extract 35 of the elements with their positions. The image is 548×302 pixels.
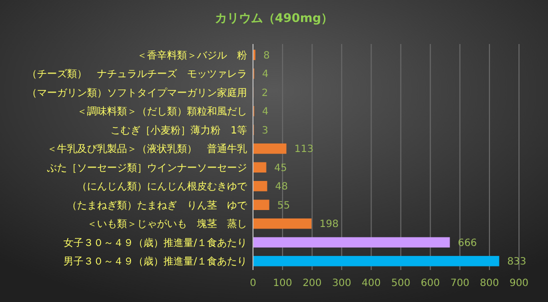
y-tick-label: （たまねぎ類）たまねぎ りん茎 ゆで	[67, 199, 248, 212]
x-tick-label: 400	[362, 278, 381, 289]
y-tick-label: ぶた［ソーセージ類］ウインナーソーセージ	[47, 162, 247, 174]
data-label: 833	[507, 256, 526, 268]
y-tick-label: （チーズ類） ナチュラルチーズ モッツァレラ	[27, 68, 247, 80]
data-label: 2	[262, 88, 268, 99]
x-tick-label: 300	[332, 278, 352, 289]
y-tick-label: ＜牛乳及び乳製品＞（液状乳類） 普通牛乳	[47, 143, 247, 156]
x-tick-label: 600	[420, 278, 440, 289]
y-tick-label: （にんじん類）にんじん根皮むきゆで	[77, 180, 248, 193]
y-tick-label: こむぎ［小麦粉］薄力粉 1等	[110, 124, 247, 136]
data-label: 55	[277, 200, 290, 212]
data-label: 113	[294, 144, 314, 156]
data-label: 3	[262, 125, 268, 136]
y-tick-label: ＜いも類＞じゃがいも 塊茎 蒸し	[87, 218, 247, 230]
x-tick-label: 800	[480, 278, 499, 289]
y-tick-label: （マーガリン類）ソフトタイプマーガリン家庭用	[27, 86, 247, 99]
data-label: 4	[262, 106, 269, 118]
x-tick-label: 100	[273, 278, 292, 289]
x-tick-label: 900	[509, 278, 529, 289]
y-tick-label: ＜香辛料類＞バジル 粉	[137, 49, 247, 62]
data-label: 45	[274, 162, 288, 174]
x-tick-label: 700	[450, 278, 470, 289]
y-tick-label: 男子３０～４９（歳）推進量/１食あたり	[64, 256, 247, 268]
chart-title: カリウム（490mg）	[214, 11, 334, 25]
y-tick-label: ＜調味料類＞（だし類）顆粒和風だし	[77, 106, 247, 118]
x-tick-label: 200	[302, 278, 322, 289]
data-label: 48	[275, 182, 288, 193]
data-label: 4	[262, 69, 269, 80]
y-tick-label: 女子３０～４９（歳）推進量/１食あたり	[64, 236, 247, 249]
data-label: 198	[320, 219, 339, 230]
data-label: 8	[263, 50, 270, 62]
x-tick-label: 0	[250, 278, 256, 289]
data-label: 666	[458, 238, 477, 249]
x-tick-label: 500	[391, 278, 410, 289]
